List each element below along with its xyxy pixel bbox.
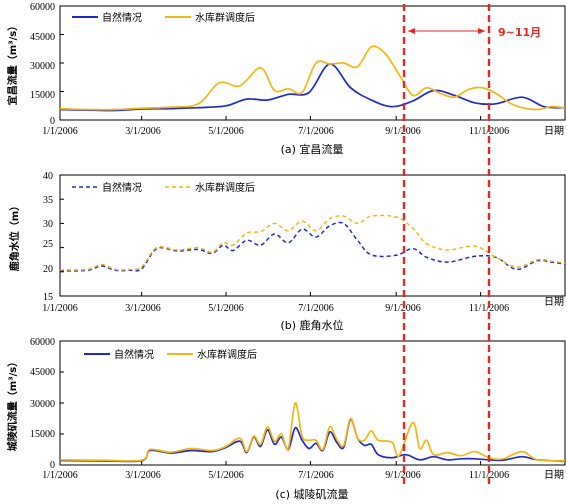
tick-marks-a — [59, 5, 482, 121]
tick-marks-c — [59, 340, 482, 466]
x-axis-label: 日期 — [544, 296, 564, 308]
y-tick-label: 15000 — [30, 429, 55, 440]
x-axis-label: 日期 — [544, 469, 564, 481]
y-tick-label: 20 — [43, 264, 53, 275]
x-tick-label: 11/1/2006 — [469, 303, 509, 314]
y-tick-label: 15 — [43, 292, 53, 303]
x-tick-label: 1/1/2006 — [42, 470, 78, 481]
legend-c: 自然情况 水库群调度后 — [84, 348, 257, 361]
y-tick-label: 40 — [43, 171, 53, 182]
legend-label-natural: 自然情况 — [102, 11, 142, 24]
panel-caption: (a) 宜昌流量 — [281, 142, 344, 156]
legend-label-regulated: 水库群调度后 — [197, 348, 257, 361]
legend-label-regulated: 水库群调度后 — [195, 11, 255, 24]
arrow-head-right — [478, 28, 485, 34]
legend-label-natural: 自然情况 — [114, 348, 154, 361]
x-tick-label: 1/1/2006 — [42, 126, 78, 137]
series-lines-b — [59, 214, 566, 272]
x-tick-label: 7/1/2006 — [298, 303, 334, 314]
y-tick-label: 35 — [43, 195, 53, 206]
x-tick-label: 5/1/2006 — [208, 303, 244, 314]
x-tick-label: 9/1/2006 — [385, 303, 421, 314]
x-axis-label: 日期 — [544, 125, 564, 137]
series-line-regulated — [59, 45, 566, 111]
series-line-natural — [59, 221, 566, 272]
x-tick-label: 11/1/2006 — [469, 470, 509, 481]
y-tick-label: 0 — [50, 116, 55, 127]
panel-lujiao: 15 20 25 30 35 40 1/1/2006 3/1/2006 5/1/… — [8, 171, 566, 332]
x-tick-labels-c: 1/1/2006 3/1/2006 5/1/2006 7/1/2006 9/1/… — [42, 469, 564, 481]
plot-frame-b — [59, 174, 566, 297]
panel-chenglingji: 0 15000 30000 45000 60000 1/1/2006 3/1/2… — [6, 337, 566, 501]
y-tick-label: 60000 — [30, 2, 55, 13]
sep-nov-highlight: 9~11月 — [402, 4, 541, 484]
y-tick-label: 30000 — [30, 399, 55, 410]
x-tick-label: 1/1/2006 — [42, 303, 78, 314]
x-tick-label: 5/1/2006 — [208, 470, 244, 481]
x-tick-labels-a: 1/1/2006 3/1/2006 5/1/2006 7/1/2006 9/1/… — [42, 125, 564, 137]
panel-caption: (c) 城陵矶流量 — [275, 487, 348, 501]
y-tick-label: 15000 — [30, 90, 55, 101]
legend-b: 自然情况 水库群调度后 — [72, 181, 255, 194]
series-line-regulated — [59, 214, 566, 271]
y-tick-labels-c: 0 15000 30000 45000 60000 — [30, 337, 55, 471]
panel-yichang: 0 15000 30000 45000 60000 1/1/2006 3/1/2… — [6, 2, 566, 156]
x-tick-label: 3/1/2006 — [125, 126, 161, 137]
y-tick-labels-b: 15 20 25 30 35 40 — [43, 171, 53, 303]
x-tick-label: 7/1/2006 — [298, 470, 334, 481]
y-axis-label: 宜昌流量（m³/s） — [6, 21, 19, 105]
arrow-head-left — [408, 28, 415, 34]
legend-label-natural: 自然情况 — [102, 181, 142, 194]
series-lines-a — [59, 45, 566, 112]
y-tick-label: 25 — [43, 239, 53, 250]
y-axis-label: 城陵矶流量（m³/s） — [6, 357, 19, 451]
y-tick-label: 45000 — [30, 32, 55, 43]
x-tick-label: 7/1/2006 — [298, 126, 334, 137]
y-tick-labels-a: 0 15000 30000 45000 60000 — [30, 2, 55, 127]
y-tick-label: 30 — [43, 219, 53, 230]
y-tick-label: 60000 — [30, 337, 55, 348]
y-axis-label: 鹿角水位（m） — [8, 201, 21, 271]
legend-label-regulated: 水库群调度后 — [195, 181, 255, 194]
legend-a: 自然情况 水库群调度后 — [72, 11, 255, 24]
x-tick-label: 3/1/2006 — [125, 303, 161, 314]
period-label: 9~11月 — [498, 26, 541, 39]
x-tick-label: 9/1/2006 — [385, 470, 421, 481]
y-tick-label: 30000 — [30, 61, 55, 72]
series-line-regulated — [59, 402, 566, 462]
x-tick-label: 5/1/2006 — [208, 126, 244, 137]
y-tick-label: 45000 — [30, 367, 55, 378]
x-tick-label: 3/1/2006 — [125, 470, 161, 481]
panel-caption: (b) 鹿角水位 — [280, 318, 343, 332]
x-tick-labels-b: 1/1/2006 3/1/2006 5/1/2006 7/1/2006 9/1/… — [42, 296, 564, 314]
tick-marks-b — [59, 174, 482, 297]
y-tick-label: 0 — [50, 460, 55, 471]
series-lines-c — [59, 402, 566, 463]
